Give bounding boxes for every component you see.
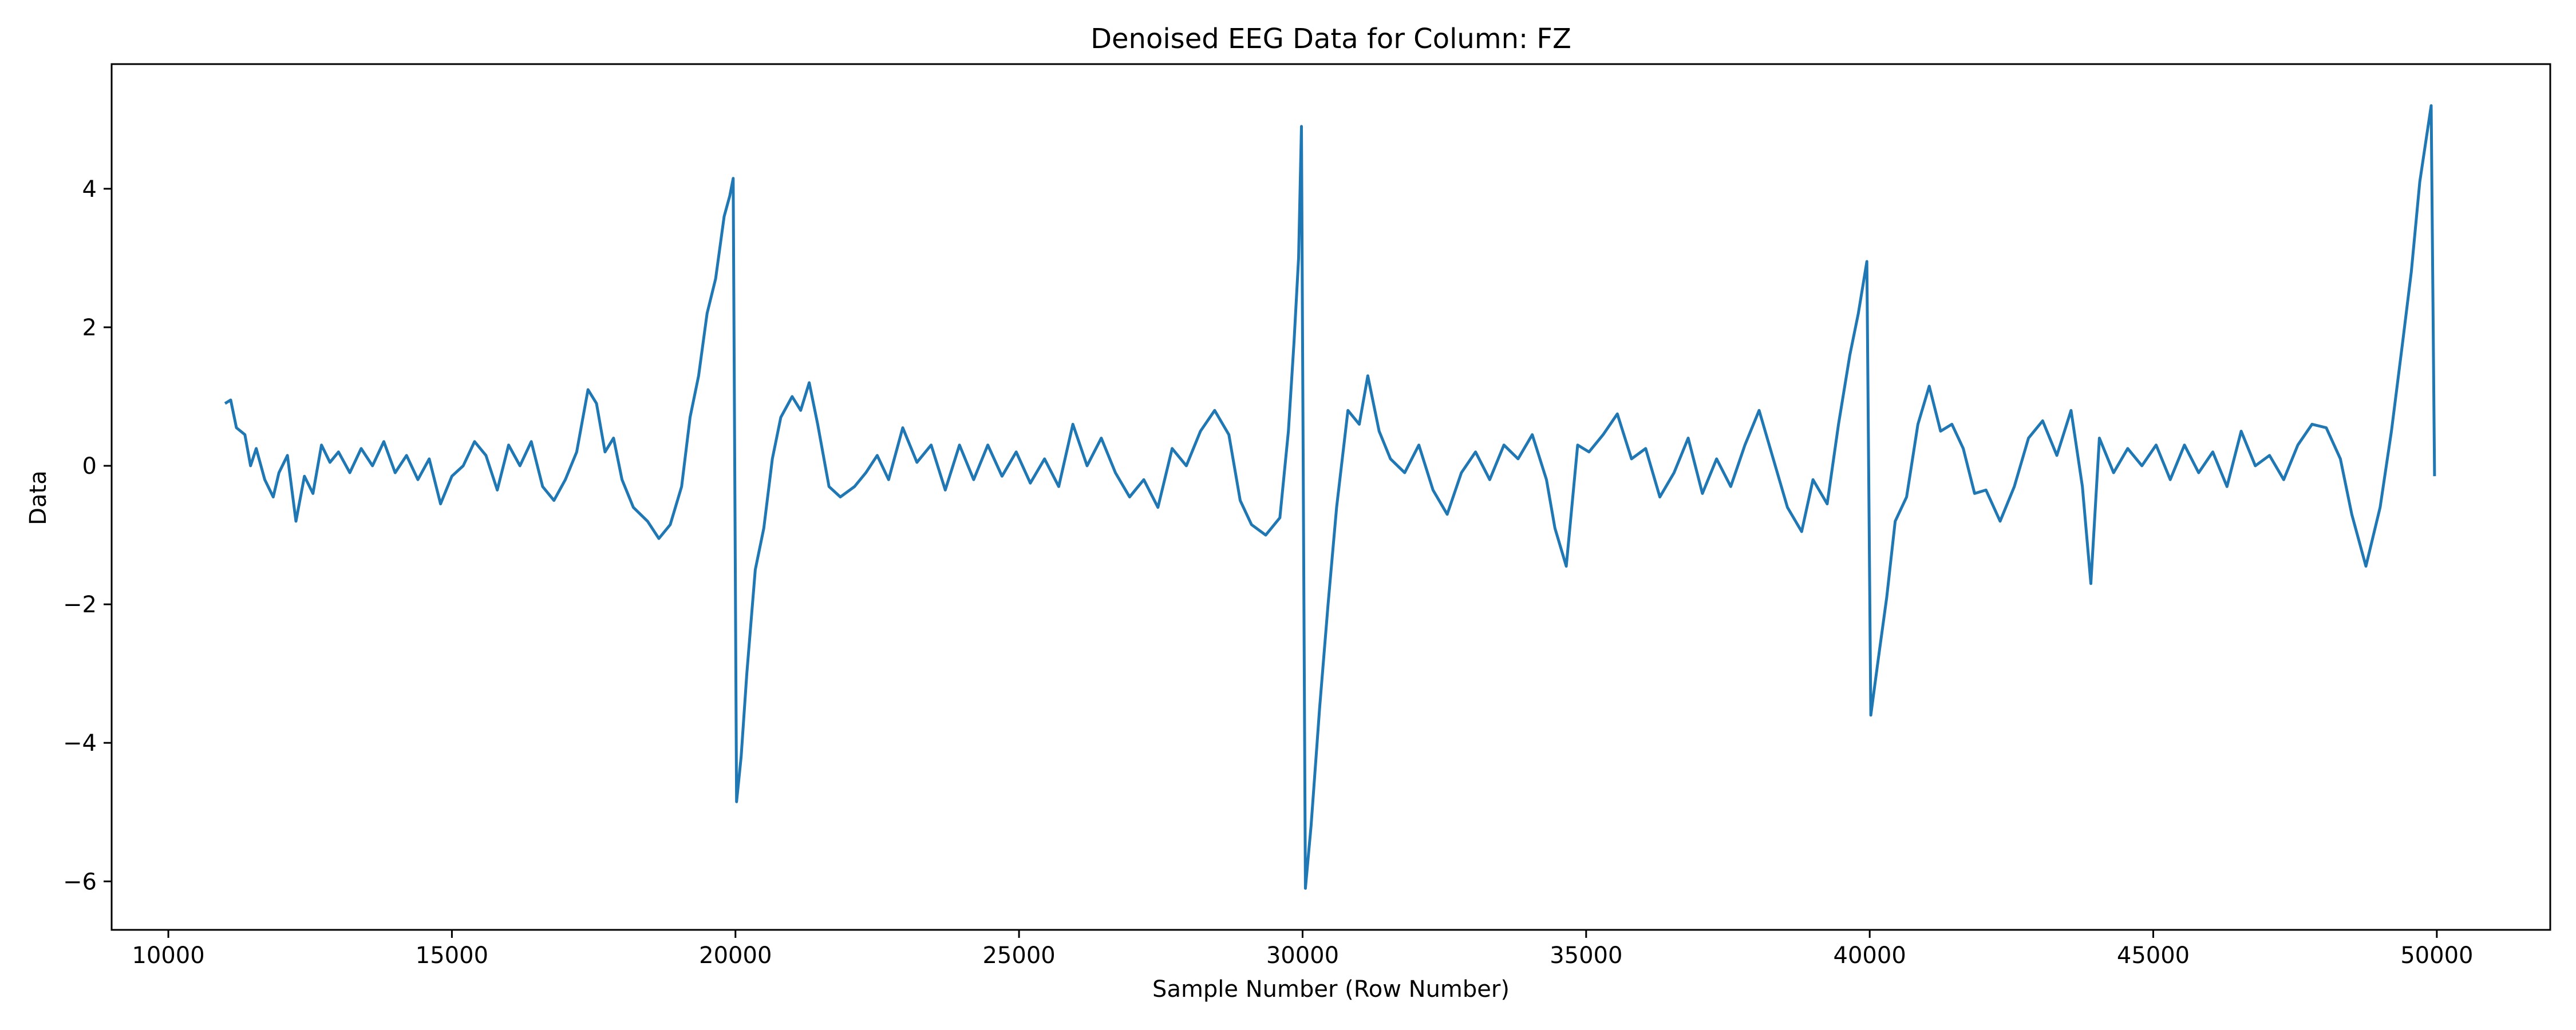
x-tick-label: 35000 <box>1550 942 1622 969</box>
x-tick-label: 40000 <box>1834 942 1906 969</box>
y-tick-label: 2 <box>82 315 97 341</box>
y-axis-ticks: −6 −4 −2 0 2 4 <box>63 176 112 895</box>
x-tick-label: 20000 <box>699 942 772 969</box>
x-tick-label: 25000 <box>982 942 1055 969</box>
x-axis-ticks: 10000 15000 20000 25000 30000 35000 40000 45000… <box>132 930 2473 969</box>
y-axis-label: Data <box>25 470 52 525</box>
x-tick-label: 30000 <box>1266 942 1339 969</box>
x-axis-label: Sample Number (Row Number) <box>1152 976 1510 1003</box>
plot-frame <box>110 63 2551 931</box>
series-line-0 <box>224 104 2436 890</box>
plot-area <box>224 104 2436 890</box>
y-tick-label: 4 <box>82 176 97 203</box>
x-tick-label: 50000 <box>2400 942 2473 969</box>
x-tick-label: 45000 <box>2117 942 2190 969</box>
y-tick-label: −2 <box>63 592 97 618</box>
y-tick-label: −6 <box>63 869 97 895</box>
y-tick-label: −4 <box>63 730 97 756</box>
y-tick-label: 0 <box>82 453 97 480</box>
x-tick-label: 10000 <box>132 942 204 969</box>
x-tick-label: 15000 <box>416 942 488 969</box>
chart-title: Denoised EEG Data for Column: FZ <box>1091 23 1571 55</box>
